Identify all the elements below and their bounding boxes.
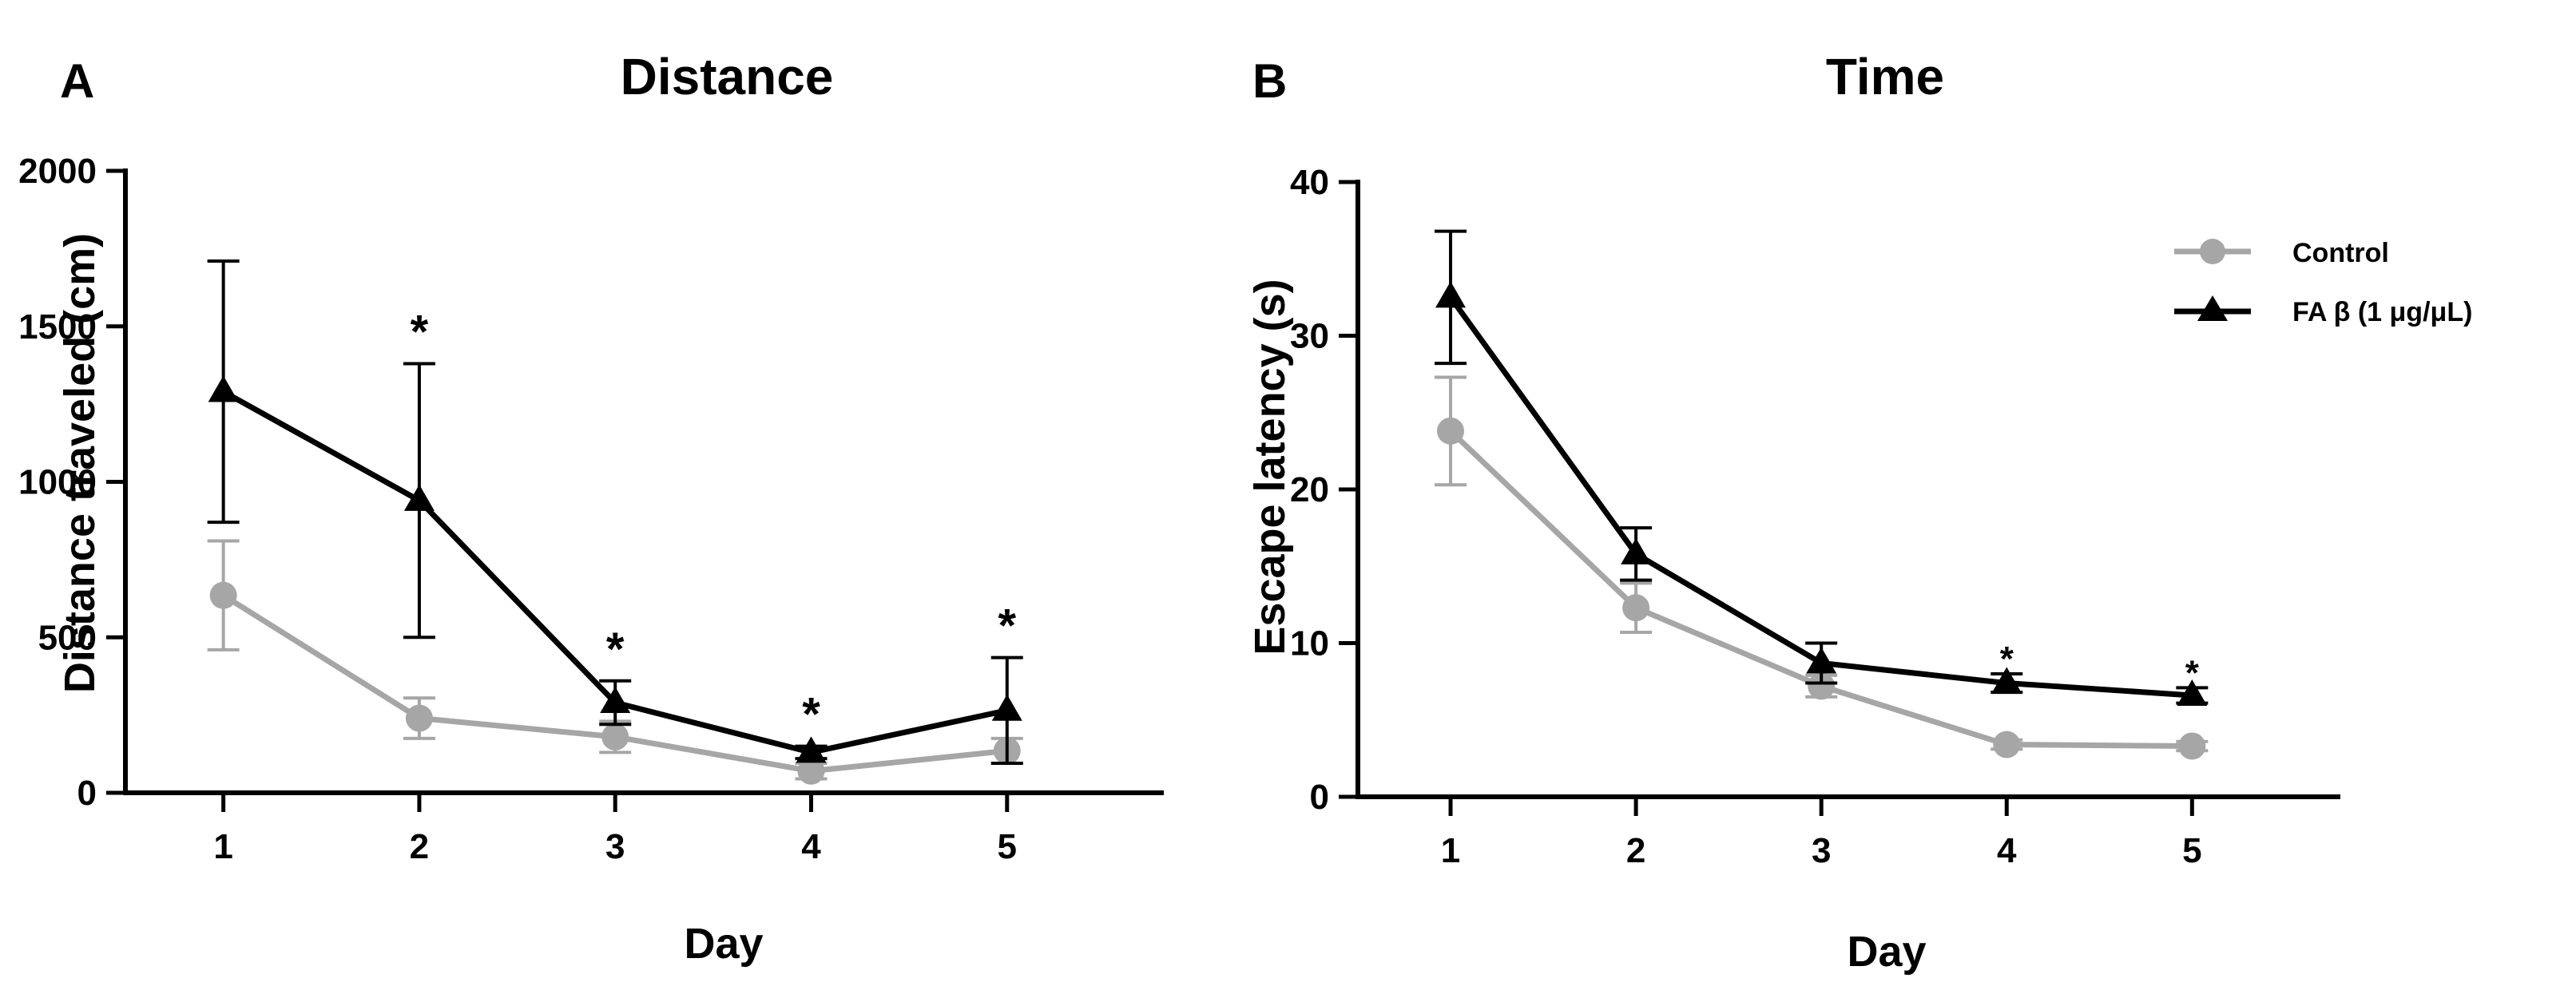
point-control-b-day1 [1437, 417, 1465, 445]
series-line-fa-beta-b [1448, 295, 2193, 699]
x-tick-label-b-3: 3 [1812, 831, 1831, 870]
point-fa-beta-b-day2 [1621, 537, 1652, 564]
chart-title-time: Time [1826, 48, 1944, 105]
series-fa-beta-a [207, 259, 1023, 765]
x-tick-label-a-1: 1 [213, 827, 232, 866]
x-tick-label-a-4: 4 [801, 827, 821, 866]
y-axis-label-distance: Distance traveled (cm) [56, 233, 104, 693]
x-tick-label-b-1: 1 [1441, 831, 1460, 870]
y-tick-label-a-1000: 1000 [18, 463, 97, 502]
point-control-a-day3 [601, 723, 629, 750]
point-fa-beta-a-day1 [208, 375, 239, 402]
legend: Control FA β (1 μg/μL) [2174, 238, 2472, 327]
y-tick-label-b-0: 0 [1310, 778, 1329, 817]
x-tick-label-b-5: 5 [2182, 831, 2201, 870]
legend-item-control: Control [2174, 238, 2389, 268]
series-fa-beta-b [1435, 229, 2209, 706]
point-fa-beta-a-day4 [796, 736, 827, 763]
legend-label-control: Control [2292, 238, 2389, 268]
point-control-a-day1 [209, 581, 237, 609]
panel-letter-a: A [60, 54, 94, 108]
panel-a-distance-chart: A Distance Distance traveled (cm) Day 0 5… [18, 48, 1164, 968]
point-fa-beta-a-day2 [403, 484, 435, 511]
point-control-a-day2 [405, 704, 433, 732]
point-fa-beta-b-day1 [1435, 281, 1467, 308]
legend-item-fa-beta: FA β (1 μg/μL) [2174, 295, 2472, 327]
significance-star-b-day5: * [2185, 653, 2200, 692]
y-tick-label-b-30: 30 [1290, 317, 1329, 356]
y-tick-label-b-10: 10 [1290, 624, 1329, 663]
y-tick-label-a-2000: 2000 [18, 152, 97, 191]
x-axis-label-day-b: Day [1847, 928, 1926, 976]
legend-marker-fa-beta [2197, 295, 2228, 321]
y-tick-label-b-40: 40 [1290, 163, 1329, 202]
point-fa-beta-b-day5 [2177, 679, 2208, 706]
significance-star-a-day5: * [998, 600, 1016, 652]
y-tick-label-a-500: 500 [38, 618, 97, 657]
legend-label-fa-beta: FA β (1 μg/μL) [2292, 297, 2472, 327]
y-tick-label-a-1500: 1500 [18, 307, 97, 347]
panel-letter-b: B [1252, 54, 1287, 108]
point-control-b-day4 [1993, 731, 2021, 758]
point-fa-beta-b-day3 [1806, 647, 1837, 674]
point-control-b-day5 [2178, 732, 2206, 760]
axes-b: 0 10 20 30 40 1 2 3 4 5 [1290, 163, 2340, 870]
y-axis-label-escape-latency: Escape latency (s) [1246, 279, 1294, 655]
point-control-a-day4 [797, 757, 825, 785]
x-axis-label-day-a: Day [684, 920, 763, 968]
axes-a: 0 500 1000 1500 2000 1 2 3 4 5 [18, 152, 1164, 866]
point-control-b-day2 [1622, 594, 1650, 622]
panel-b-time-chart: B Time Escape latency (s) Day 0 10 20 30 40 1… [1246, 48, 2472, 976]
y-tick-label-a-0: 0 [77, 774, 97, 813]
x-tick-label-a-3: 3 [605, 827, 625, 866]
series-control-b [1435, 375, 2209, 760]
point-fa-beta-b-day4 [1991, 667, 2022, 694]
significance-star-b-day4: * [2000, 640, 2014, 679]
chart-title-distance: Distance [621, 48, 834, 105]
legend-marker-control [2200, 239, 2225, 264]
significance-star-a-day2: * [411, 306, 429, 358]
significance-star-a-day4: * [802, 689, 820, 741]
x-tick-label-a-5: 5 [998, 827, 1017, 866]
x-tick-label-b-4: 4 [1997, 831, 2017, 870]
point-control-b-day3 [1808, 672, 1836, 700]
x-tick-label-b-2: 2 [1626, 831, 1645, 870]
plot-area-b: * * [1435, 229, 2209, 760]
y-tick-label-b-20: 20 [1290, 470, 1329, 509]
point-fa-beta-a-day3 [600, 687, 631, 714]
point-fa-beta-a-day5 [991, 694, 1022, 721]
plot-area-a: * * * * [207, 259, 1023, 785]
significance-star-a-day3: * [606, 624, 625, 675]
x-tick-label-a-2: 2 [410, 827, 429, 866]
